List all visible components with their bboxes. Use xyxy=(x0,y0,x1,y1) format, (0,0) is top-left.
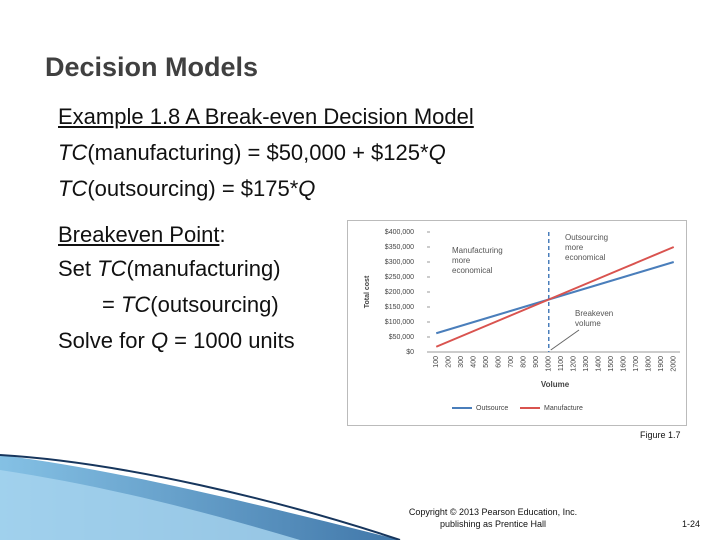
text: Set xyxy=(58,256,98,281)
x-tick-label: 100 xyxy=(433,356,440,368)
text: = TC(outsourcing) xyxy=(102,292,279,318)
annotation: more xyxy=(565,243,584,252)
text: TC xyxy=(120,292,151,317)
title: Decision Models xyxy=(45,52,259,82)
x-tick-label: 200 xyxy=(446,356,453,368)
x-tick-label: 600 xyxy=(496,356,503,368)
text: = xyxy=(102,292,121,317)
x-tick-label: 300 xyxy=(458,356,465,368)
x-tick-label: 1900 xyxy=(658,356,665,372)
text: : xyxy=(219,222,226,247)
copyright: publishing as Prentice Hall xyxy=(439,519,547,529)
text: (outsourcing) = $175* xyxy=(87,176,299,201)
x-tick-label: 1800 xyxy=(646,356,653,372)
x-tick-label: 400 xyxy=(471,356,478,368)
text: Breakeven Point xyxy=(58,222,220,247)
text: Q xyxy=(428,140,446,165)
y-tick-label: $400,000 xyxy=(385,229,414,236)
x-axis-title: Volume xyxy=(541,380,570,389)
series-line xyxy=(435,246,675,348)
text: Q xyxy=(298,176,316,201)
text: Solve for xyxy=(58,328,151,353)
x-tick-label: 1000 xyxy=(546,356,553,372)
x-tick-label: 1200 xyxy=(571,356,578,372)
x-tick-label: 1700 xyxy=(633,356,640,372)
x-tick-label: 800 xyxy=(521,356,528,368)
annotation: Manufacturing xyxy=(452,246,503,255)
text: Set TC(manufacturing) xyxy=(58,256,281,282)
page-number: 1-24 xyxy=(682,519,701,529)
x-tick-label: 1600 xyxy=(621,356,628,372)
text: Q xyxy=(150,328,169,353)
text: Breakeven Point: xyxy=(58,222,226,248)
arrow xyxy=(550,329,580,351)
figure-label: Figure 1.7 xyxy=(640,430,681,440)
text: (outsourcing) xyxy=(150,292,279,317)
annotation: more xyxy=(452,256,471,265)
text: (manufacturing) = $50,000 + $125* xyxy=(87,140,429,165)
text: TC xyxy=(58,140,88,165)
text: Solve for Q = 1000 units xyxy=(58,328,295,354)
text: (manufacturing) xyxy=(126,256,281,281)
y-tick-label: $0 xyxy=(406,349,414,356)
y-tick-label: $350,000 xyxy=(385,244,414,251)
chart-frame xyxy=(347,220,687,426)
y-axis-title: Total cost xyxy=(364,275,371,308)
x-tick-label: 900 xyxy=(533,356,540,368)
y-tick-label: $100,000 xyxy=(385,319,414,326)
annotation: economical xyxy=(452,266,493,275)
x-tick-label: 700 xyxy=(508,356,515,368)
y-tick-label: $200,000 xyxy=(385,289,414,296)
swoosh-line xyxy=(0,454,401,540)
x-tick-label: 1100 xyxy=(558,356,565,371)
annotation: volume xyxy=(575,319,601,328)
y-tick-label: $250,000 xyxy=(385,274,414,281)
text: = 1000 units xyxy=(168,328,295,353)
text: TC xyxy=(58,176,88,201)
x-tick-label: 1400 xyxy=(596,356,603,372)
x-tick-label: 2000 xyxy=(671,356,678,372)
chart: $0 $50,000 $100,000 $150,000 $200,000 $250,00… xyxy=(347,220,687,426)
text: Example 1.8 A Break-even Decision Model xyxy=(58,104,474,129)
legend-label: Outsource xyxy=(476,405,508,412)
text: TC(outsourcing) = $175*Q xyxy=(58,176,315,202)
y-tick-label: $150,000 xyxy=(385,304,414,311)
legend-label: Manufacture xyxy=(544,405,583,412)
swoosh xyxy=(0,470,300,540)
text: TC(manufacturing) = $50,000 + $125*Q xyxy=(58,140,446,166)
annotation: Breakeven xyxy=(575,309,613,318)
annotation: Outsourcing xyxy=(565,233,608,242)
x-tick-label: 1300 xyxy=(583,356,590,372)
x-tick-label: 500 xyxy=(483,356,490,368)
text: TC xyxy=(97,256,127,281)
x-tick-label: 1500 xyxy=(608,356,615,372)
annotation: economical xyxy=(565,253,606,262)
y-tick-label: $300,000 xyxy=(385,259,414,266)
copyright: Copyright © 2013 Pearson Education, Inc. xyxy=(408,507,578,517)
y-tick-label: $50,000 xyxy=(389,334,414,341)
